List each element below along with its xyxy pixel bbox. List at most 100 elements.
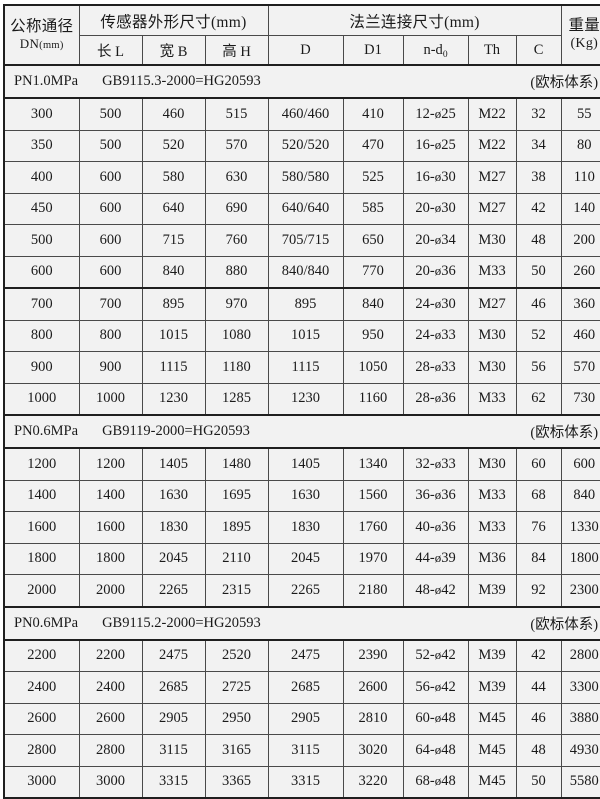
cell-weight: 110 xyxy=(560,161,600,194)
cell-dn: 600 xyxy=(3,255,80,289)
cell-bolt-holes: 48-ø42 xyxy=(402,574,469,607)
section-header-row: PN0.6MPa GB9115.2-2000=HG20593 (欧标体系) xyxy=(3,605,600,641)
cell-thread: M39 xyxy=(467,671,517,704)
diameter-symbol: ø xyxy=(434,327,442,343)
cell-width: 3115 xyxy=(141,734,206,767)
cell-d1: 2180 xyxy=(342,574,404,607)
cell-width: 460 xyxy=(141,97,206,131)
diameter-symbol: ø xyxy=(434,741,442,757)
cell-dn: 500 xyxy=(3,224,80,257)
cell-c: 46 xyxy=(515,702,562,735)
cell-thread: M27 xyxy=(467,192,517,225)
cell-c: 44 xyxy=(515,671,562,704)
cell-length: 2400 xyxy=(78,671,143,704)
cell-width: 840 xyxy=(141,255,206,289)
cell-length: 1000 xyxy=(78,382,143,416)
table-row: 600 600 840 880 840/840 770 20-ø36 M33 50 260 xyxy=(3,255,600,289)
cell-width: 895 xyxy=(141,287,206,321)
cell-height: 1180 xyxy=(204,351,269,384)
cell-weight: 260 xyxy=(560,255,600,289)
cell-width: 1830 xyxy=(141,511,206,544)
cell-thread: M39 xyxy=(467,574,517,607)
cell-height: 1695 xyxy=(204,479,269,512)
table-row: 300 500 460 515 460/460 410 12-ø25 M22 32 55 xyxy=(3,97,600,131)
cell-height: 515 xyxy=(204,97,269,131)
cell-weight: 2300 xyxy=(560,574,600,607)
header-col-d1: D1 xyxy=(342,35,404,66)
cell-bolt-holes: 52-ø42 xyxy=(402,639,469,672)
cell-d: 520/520 xyxy=(267,129,344,162)
table-row: 500 600 715 760 705/715 650 20-ø34 M30 48 200 xyxy=(3,224,600,257)
cell-c: 38 xyxy=(515,161,562,194)
header-group-flange-dimensions: 法兰连接尺寸(mm) xyxy=(267,4,562,36)
cell-d: 640/640 xyxy=(267,192,344,225)
diameter-symbol: ø xyxy=(434,358,442,374)
cell-length: 500 xyxy=(78,97,143,131)
cell-width: 2475 xyxy=(141,639,206,672)
section-standard-code: GB9119-2000=HG20593 xyxy=(102,423,250,439)
diameter-symbol: ø xyxy=(434,390,442,406)
cell-thread: M22 xyxy=(467,97,517,131)
cell-thread: M27 xyxy=(467,287,517,321)
cell-c: 46 xyxy=(515,287,562,321)
cell-bolt-holes: 20-ø30 xyxy=(402,192,469,225)
table-row: 450 600 640 690 640/640 585 20-ø30 M27 42 140 xyxy=(3,192,600,225)
cell-length: 800 xyxy=(78,319,143,352)
cell-d: 3115 xyxy=(267,734,344,767)
cell-c: 56 xyxy=(515,351,562,384)
cell-d: 2475 xyxy=(267,639,344,672)
cell-d1: 1760 xyxy=(342,511,404,544)
cell-length: 600 xyxy=(78,224,143,257)
cell-d1: 3020 xyxy=(342,734,404,767)
cell-dn: 800 xyxy=(3,319,80,352)
cell-d: 1015 xyxy=(267,319,344,352)
cell-d1: 525 xyxy=(342,161,404,194)
cell-height: 1895 xyxy=(204,511,269,544)
header-col-length: 长 L xyxy=(78,35,143,66)
cell-thread: M45 xyxy=(467,765,517,799)
section-header-cell: PN1.0MPa GB9115.3-2000=HG20593 (欧标体系) xyxy=(3,64,600,99)
table-row: 1800 1800 2045 2110 2045 1970 44-ø39 M36 84 1800 xyxy=(3,542,600,575)
table-row: 1000 1000 1230 1285 1230 1160 28-ø36 M33 62 730 xyxy=(3,382,600,416)
header-weight: 重量 (Kg) xyxy=(560,4,600,66)
cell-thread: M30 xyxy=(467,224,517,257)
table-row: 800 800 1015 1080 1015 950 24-ø33 M30 52 460 xyxy=(3,319,600,352)
cell-bolt-holes: 28-ø36 xyxy=(402,382,469,416)
cell-weight: 600 xyxy=(560,447,600,481)
section-header-content: PN0.6MPa GB9115.2-2000=HG20593 (欧标体系) xyxy=(14,613,598,634)
cell-thread: M30 xyxy=(467,351,517,384)
diameter-symbol: ø xyxy=(434,137,442,153)
cell-length: 2200 xyxy=(78,639,143,672)
cell-weight: 5580 xyxy=(560,765,600,799)
cell-d1: 1340 xyxy=(342,447,404,481)
cell-width: 1015 xyxy=(141,319,206,352)
cell-dn: 1400 xyxy=(3,479,80,512)
cell-d1: 1560 xyxy=(342,479,404,512)
header-nominal-diameter: 公称通径 DN(mm) xyxy=(3,4,80,66)
cell-width: 2265 xyxy=(141,574,206,607)
table-row: 2800 2800 3115 3165 3115 3020 64-ø48 M45 48 4930 xyxy=(3,734,600,767)
section-standard-system-note: (欧标体系) xyxy=(530,75,599,91)
cell-c: 32 xyxy=(515,97,562,131)
cell-width: 1630 xyxy=(141,479,206,512)
section-pressure-rating: PN0.6MPa xyxy=(14,614,79,631)
cell-thread: M33 xyxy=(467,255,517,289)
cell-d1: 470 xyxy=(342,129,404,162)
cell-dn: 3000 xyxy=(3,765,80,799)
cell-weight: 80 xyxy=(560,129,600,162)
cell-width: 2685 xyxy=(141,671,206,704)
header-col-height: 高 H xyxy=(204,35,269,66)
cell-c: 50 xyxy=(515,255,562,289)
cell-d: 1630 xyxy=(267,479,344,512)
cell-height: 760 xyxy=(204,224,269,257)
cell-d: 895 xyxy=(267,287,344,321)
header-col-d: D xyxy=(267,35,344,66)
cell-dn: 1600 xyxy=(3,511,80,544)
cell-c: 48 xyxy=(515,224,562,257)
cell-d: 1405 xyxy=(267,447,344,481)
section-pressure-rating: PN1.0MPa xyxy=(14,73,79,89)
diameter-symbol: ø xyxy=(434,263,442,279)
cell-height: 2725 xyxy=(204,671,269,704)
cell-d1: 2390 xyxy=(342,639,404,672)
cell-width: 520 xyxy=(141,129,206,162)
